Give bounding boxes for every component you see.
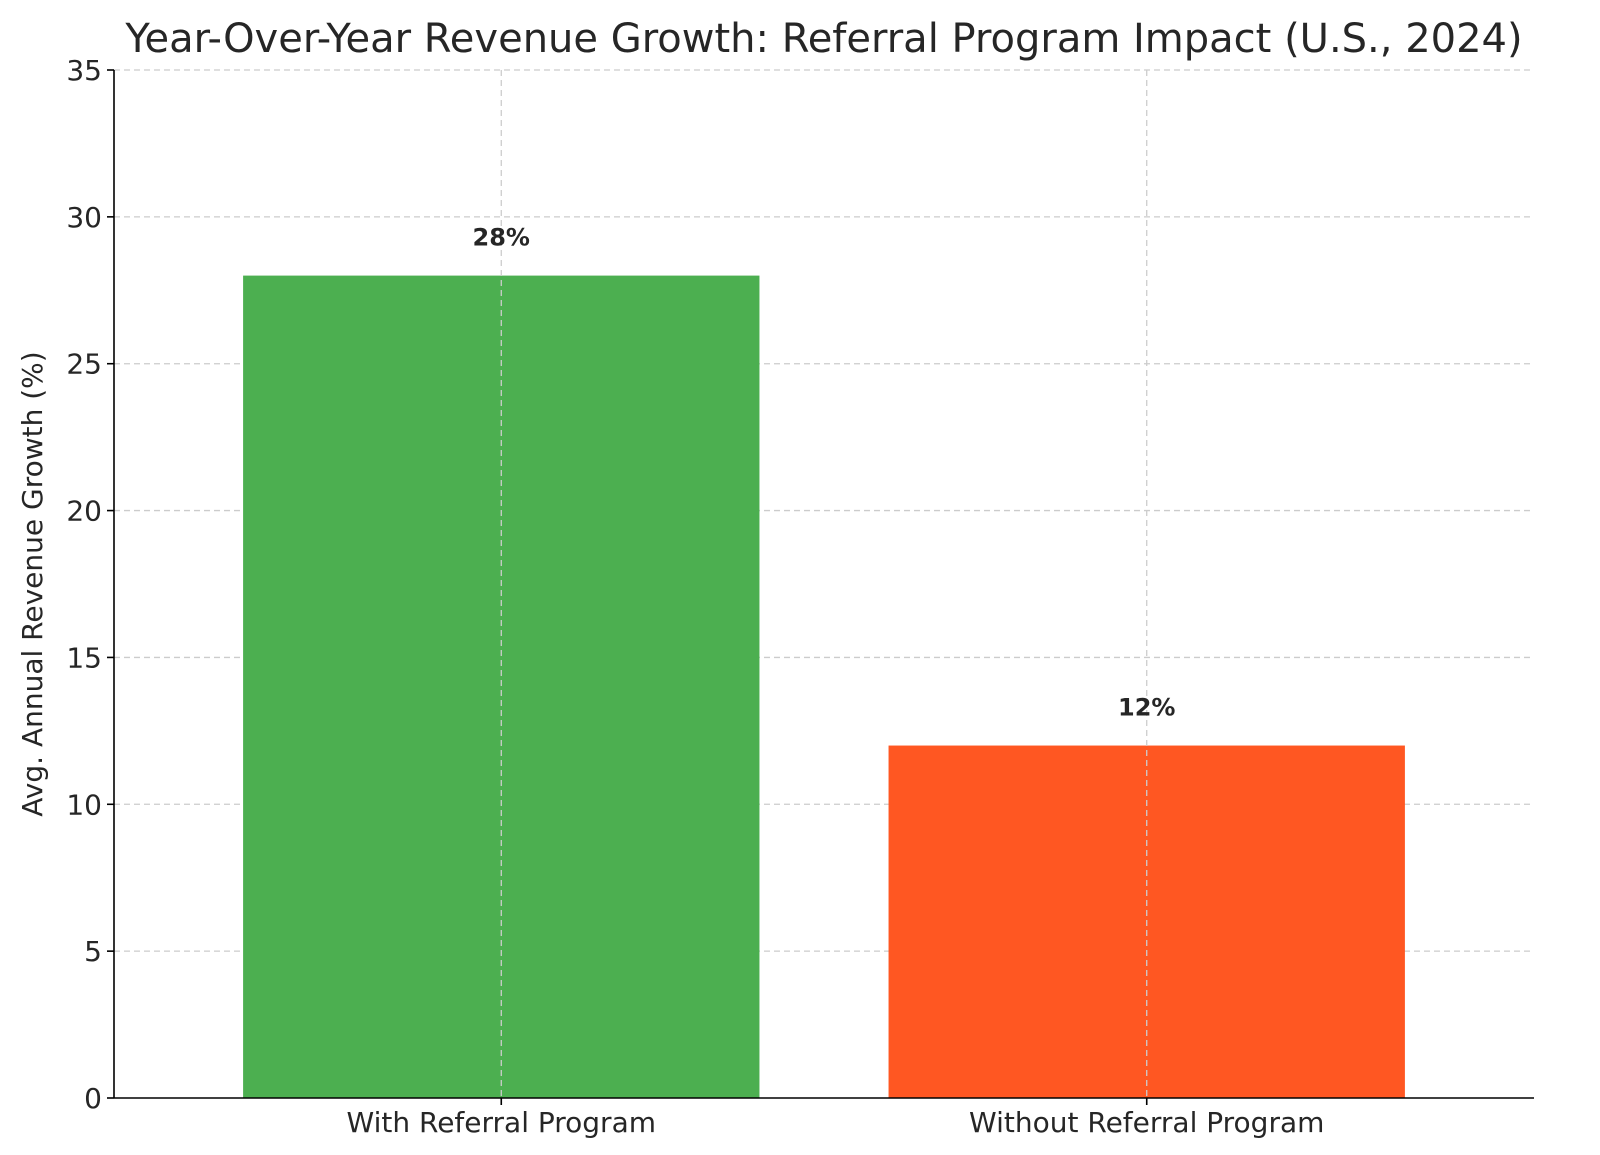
bars — [243, 275, 1405, 1099]
y-tick-label: 25 — [66, 348, 102, 381]
axes — [113, 70, 1534, 1099]
y-ticks: 0 5 10 15 20 25 30 35 — [66, 54, 114, 1115]
y-tick-label: 20 — [66, 495, 102, 528]
x-tick-label: Without Referral Program — [969, 1106, 1324, 1139]
y-tick-label: 15 — [66, 641, 102, 674]
x-tick-label: With Referral Program — [347, 1106, 657, 1139]
vertical-grid-lines — [500, 70, 1148, 1098]
x-ticks: With Referral Program Without Referral Pr… — [347, 1098, 1324, 1139]
y-axis-label: Avg. Annual Revenue Growth (%) — [16, 351, 49, 816]
bar-value-label: 12% — [1118, 694, 1175, 722]
chart-title: Year-Over-Year Revenue Growth: Referral … — [124, 16, 1522, 62]
bar-value-label: 28% — [473, 224, 530, 252]
y-tick-label: 0 — [84, 1082, 102, 1115]
data-labels: 28% 12% — [473, 224, 1176, 722]
y-tick-label: 5 — [84, 935, 102, 968]
y-tick-label: 10 — [66, 788, 102, 821]
y-tick-label: 30 — [66, 201, 102, 234]
y-tick-label: 35 — [66, 54, 102, 87]
